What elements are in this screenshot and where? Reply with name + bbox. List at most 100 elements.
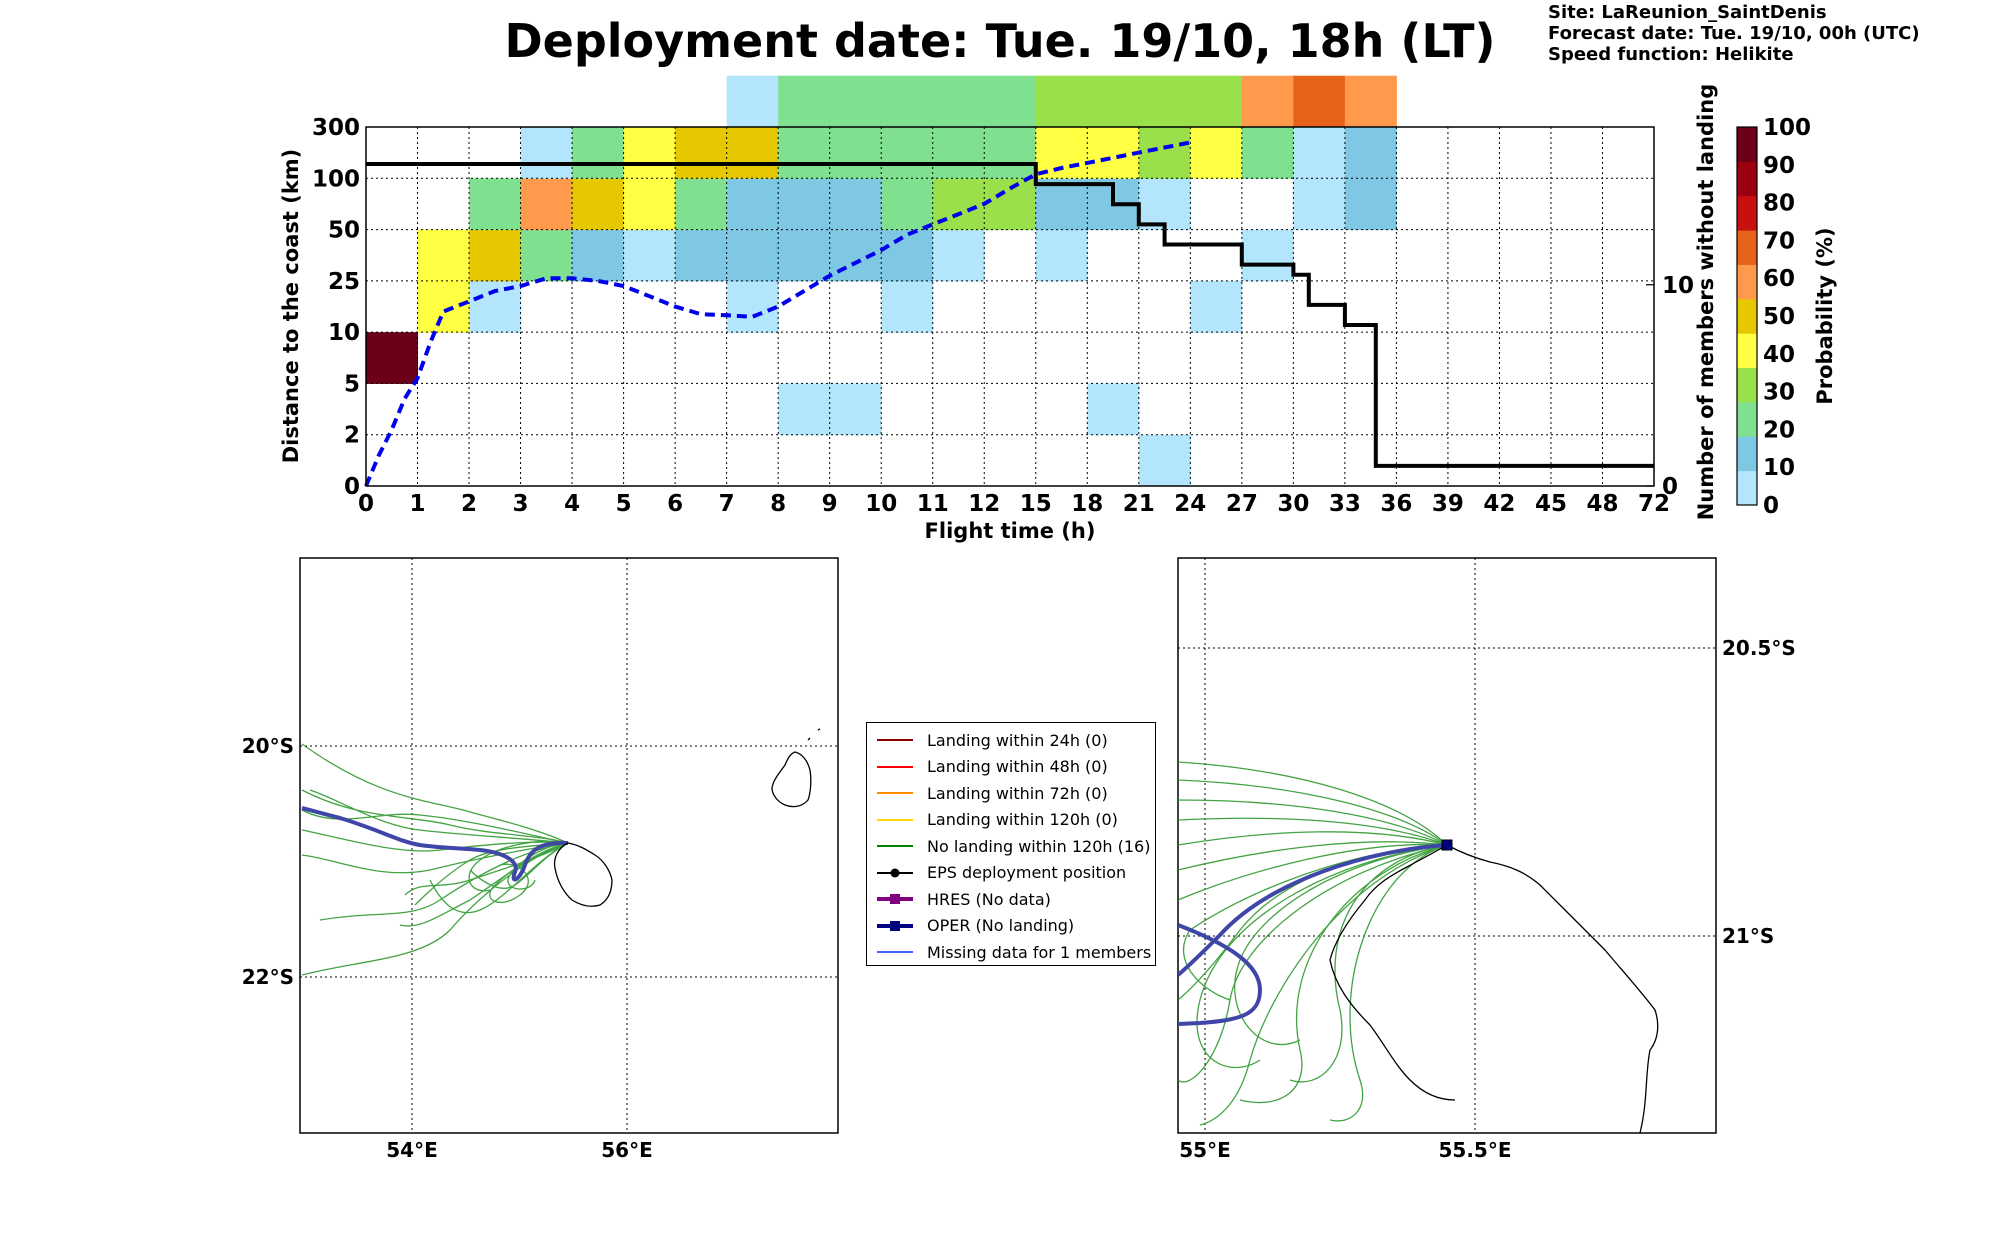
- colorbar-segment: [1737, 298, 1757, 334]
- colorbar-tick-label: 20: [1763, 417, 1795, 443]
- members-without-landing-line: [366, 162, 1654, 468]
- site-info-block: Site: LaReunion_SaintDenis Forecast date…: [1548, 2, 1920, 65]
- colorbar-segment: [1737, 401, 1757, 437]
- colorbar-frame: [1736, 126, 1758, 506]
- speed-function-label: Speed function: Helikite: [1548, 44, 1794, 65]
- legend-item: Landing within 48h (0): [875, 754, 1147, 781]
- x-tick-label: 2: [461, 491, 477, 517]
- zoom-oper-track: [1178, 843, 1448, 1026]
- heatmap-cell: [1138, 434, 1191, 487]
- heatmap-cell: [520, 229, 573, 282]
- x-tick-label: 15: [1020, 491, 1052, 517]
- median-distance-line: [364, 140, 1191, 487]
- y2-tick-label: 0: [1662, 474, 1678, 500]
- heatmap-cell: [881, 178, 934, 231]
- heatmap-cell: [1035, 75, 1088, 128]
- colorbar: [1737, 127, 1757, 506]
- heatmap-cell: [1293, 75, 1346, 128]
- legend-swatch: [877, 868, 913, 878]
- y2-axis-label: Number of members without landing: [1694, 84, 1718, 521]
- overview-mauritius-coastline: [771, 728, 821, 808]
- heatmap-cell: [623, 229, 676, 282]
- x-axis-label: Flight time (h): [925, 519, 1096, 543]
- colorbar-label: Probability (%): [1813, 227, 1837, 404]
- x-tick-label: 30: [1277, 491, 1309, 517]
- legend-item: No landing within 120h (16): [875, 833, 1151, 860]
- overview-map-labels: 54°E 56°E 20°S 22°S: [242, 734, 653, 1162]
- legend-swatch: [877, 792, 913, 795]
- legend-swatch: [877, 894, 913, 905]
- heatmap-cell: [675, 229, 728, 282]
- colorbar-segment: [1737, 264, 1757, 300]
- x-tick-label: 21: [1123, 491, 1155, 517]
- legend-swatch: [877, 818, 913, 821]
- colorbar-segment: [1737, 127, 1757, 162]
- overview-lat-tick-label: 20°S: [242, 734, 294, 758]
- heatmap-cell: [1293, 178, 1346, 231]
- heatmap-cell: [726, 229, 779, 282]
- overview-oper-track: [301, 806, 569, 882]
- x-tick-label: 0: [358, 491, 374, 517]
- y-tick-label: 0: [344, 474, 360, 500]
- heatmap-cell: [417, 280, 470, 333]
- legend-label: EPS deployment position: [927, 863, 1127, 883]
- probability-heatmap-chart: 0 1 2 3 4 5 6 7 8 9 10 11 12 15 18 21 24 27 30 33 36 39 42 45 48…: [279, 75, 1837, 543]
- heatmap-cell: [726, 280, 779, 333]
- heatmap-cell: [675, 178, 728, 231]
- heatmap-cell: [829, 127, 882, 179]
- legend-label: No landing within 120h (16): [927, 836, 1151, 856]
- x-tick-label: 9: [822, 491, 838, 517]
- colorbar-tick-label: 10: [1763, 455, 1795, 481]
- legend-label: Missing data for 1 members: [927, 942, 1152, 962]
- heatmap-cell: [469, 229, 522, 282]
- heatmap-cell: [572, 229, 625, 282]
- overview-map-frame: [299, 557, 839, 1134]
- zoom-reunion-coastline: [1329, 844, 1659, 1133]
- heatmap-cell: [675, 127, 728, 179]
- heatmap-cell: [829, 383, 882, 436]
- x-tick-label: 10: [865, 491, 897, 517]
- y2-tick-label: 10: [1662, 273, 1694, 299]
- overview-reunion-coastline: [553, 842, 613, 907]
- colorbar-segment: [1737, 195, 1757, 231]
- x-tick-label: 8: [770, 491, 786, 517]
- legend-label: Landing within 72h (0): [927, 783, 1108, 803]
- legend-label: OPER (No landing): [927, 916, 1075, 936]
- overview-ensemble-tracks: [301, 743, 569, 976]
- heatmap-cell: [520, 127, 573, 179]
- colorbar-segment: [1737, 367, 1757, 403]
- heatmap-lines: [364, 140, 1654, 487]
- heatmap-cell: [932, 229, 985, 282]
- heatmap-cell: [881, 229, 934, 282]
- x-tick-label: 48: [1586, 491, 1618, 517]
- heatmap-cell: [932, 127, 985, 179]
- colorbar-segment: [1737, 470, 1757, 506]
- zoom-lat-tick-label: 20.5°S: [1722, 636, 1796, 660]
- heatmap-cell: [881, 127, 934, 179]
- heatmap-cell: [1241, 127, 1294, 179]
- heatmap-cell: [1344, 75, 1397, 128]
- colorbar-segment: [1737, 230, 1757, 265]
- x-tick-labels: 0 1 2 3 4 5 6 7 8 9 10 11 12 15 18 21 24 27 30 33 36 39 42 45 48…: [358, 491, 1670, 517]
- heatmap-cell: [932, 75, 985, 128]
- legend-swatch: [877, 920, 913, 931]
- heatmap-cell: [417, 229, 470, 282]
- overview-lon-tick-label: 54°E: [386, 1138, 438, 1162]
- heatmap-cell: [829, 75, 882, 128]
- colorbar-tick-label: 0: [1763, 493, 1779, 519]
- heatmap-cell: [469, 178, 522, 231]
- colorbar-tick-label: 100: [1763, 115, 1811, 141]
- legend-label: Landing within 24h (0): [927, 730, 1108, 750]
- heatmap-cell: [1138, 75, 1191, 128]
- site-label: Site: LaReunion_SaintDenis: [1548, 2, 1827, 23]
- legend-item: EPS deployment position: [875, 860, 1147, 887]
- heatmap-cell: [984, 127, 1037, 179]
- heatmap-cell: [520, 178, 573, 231]
- colorbar-tick-label: 50: [1763, 304, 1795, 330]
- overview-lat-tick-label: 22°S: [242, 965, 294, 989]
- heatmap-cell: [726, 127, 779, 179]
- x-tick-label: 72: [1638, 491, 1670, 517]
- x-tick-label: 27: [1226, 491, 1258, 517]
- x-tick-label: 45: [1535, 491, 1567, 517]
- y-tick-label: 25: [328, 269, 360, 295]
